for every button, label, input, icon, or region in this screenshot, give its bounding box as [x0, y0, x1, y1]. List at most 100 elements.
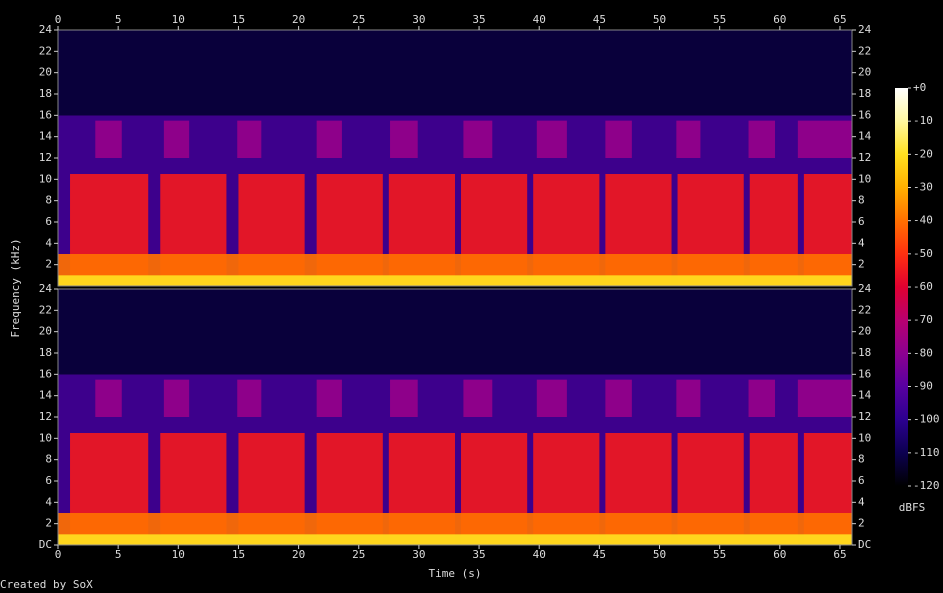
spectrum-band: [676, 379, 701, 417]
colorbar-tick-label: -120: [913, 479, 940, 492]
y-tick-label: 20: [39, 325, 52, 338]
x-tick-label: 50: [653, 13, 666, 26]
x-tick-label: 0: [55, 13, 62, 26]
y-tick-label: 16: [39, 108, 52, 121]
x-axis-label: Time (s): [429, 567, 482, 580]
plot-area: [57, 29, 853, 546]
x-tick-label: 10: [172, 13, 185, 26]
colorbar-label: dBFS: [899, 501, 926, 514]
spectrum-band: [58, 30, 852, 116]
colorbar-tick-label: -40: [913, 214, 933, 227]
colorbar-tick-label: -100: [913, 413, 940, 426]
footer: Created by SoX: [0, 578, 93, 591]
x-tick-label: 40: [533, 13, 546, 26]
x-tick-label: 55: [713, 13, 726, 26]
y-tick-label: 14: [39, 130, 53, 143]
spectrum-band: [463, 120, 493, 158]
x-tick-label: 55: [713, 548, 726, 561]
y-tick-label: 4: [45, 236, 52, 249]
x-tick-label: 5: [115, 13, 122, 26]
y-tick-label: 16: [39, 367, 52, 380]
y-tick-label: 2: [45, 517, 52, 530]
y-tick-label: 14: [39, 389, 53, 402]
y-tick-label: DC: [858, 538, 871, 551]
spectrum-band: [536, 120, 567, 158]
colorbar-tick-label: -20: [913, 147, 933, 160]
spectrum-band: [797, 120, 852, 158]
colorbar-tick-label: -90: [913, 380, 933, 393]
spectrum-band: [237, 120, 262, 158]
spectrum-band: [95, 379, 122, 417]
x-tick-label: 65: [833, 13, 846, 26]
y-tick-label: 2: [858, 258, 865, 271]
y-tick-label: 16: [858, 108, 871, 121]
x-tick-label: 40: [533, 548, 546, 561]
y-tick-label: 24: [858, 282, 872, 295]
y-tick-label: 14: [858, 130, 872, 143]
y-tick-label: 4: [45, 495, 52, 508]
y-tick-label: 22: [858, 303, 871, 316]
colorbar-tick-label: -30: [913, 181, 933, 194]
x-tick-label: 25: [352, 548, 365, 561]
colorbar-tick-label: -10: [913, 114, 933, 127]
colorbar-tick-label: -50: [913, 247, 933, 260]
x-tick-label: 15: [232, 548, 245, 561]
x-tick-label: 5: [115, 548, 122, 561]
x-tick-label: 35: [472, 13, 485, 26]
y-tick-label: 2: [858, 517, 865, 530]
y-tick-label: 14: [858, 389, 872, 402]
spectrum-band: [58, 534, 852, 545]
y-tick-label: 18: [858, 87, 871, 100]
colorbar-tick-label: -110: [913, 446, 940, 459]
y-tick-label: 20: [858, 325, 871, 338]
y-tick-label: 6: [858, 215, 865, 228]
y-tick-label: 8: [858, 453, 865, 466]
y-tick-label: 18: [39, 87, 52, 100]
spectrum-band: [316, 379, 342, 417]
spectrum-band: [605, 120, 632, 158]
y-tick-label: 6: [45, 474, 52, 487]
x-tick-label: 50: [653, 548, 666, 561]
y-tick-label: 6: [45, 215, 52, 228]
spectrum-band: [390, 379, 418, 417]
x-tick-label: 45: [593, 13, 606, 26]
y-tick-label: 12: [39, 151, 52, 164]
y-tick-label: 22: [858, 44, 871, 57]
y-tick-label: 10: [858, 431, 871, 444]
y-axis-label: Frequency (kHz): [9, 238, 22, 337]
spectrum-band: [676, 120, 701, 158]
x-tick-label: 60: [773, 548, 786, 561]
y-tick-label: 12: [858, 151, 871, 164]
y-tick-label: 20: [858, 66, 871, 79]
x-tick-label: 35: [472, 548, 485, 561]
y-tick-label: 6: [858, 474, 865, 487]
spectrum-band: [163, 379, 190, 417]
y-tick-label: 12: [39, 410, 52, 423]
y-tick-label: 24: [39, 23, 53, 36]
y-tick-label: 8: [858, 194, 865, 207]
y-tick-label: 22: [39, 44, 52, 57]
spectrum-band: [237, 379, 262, 417]
spectrum-band: [463, 379, 493, 417]
y-tick-label: 10: [39, 431, 52, 444]
y-tick-label: 10: [39, 172, 52, 185]
x-tick-label: 20: [292, 548, 305, 561]
spectrum-band: [390, 120, 418, 158]
spectrum-band: [748, 379, 776, 417]
colorbar: [895, 88, 908, 486]
x-tick-label: 10: [172, 548, 185, 561]
y-tick-label: 20: [39, 66, 52, 79]
y-tick-label: 8: [45, 194, 52, 207]
x-tick-label: 45: [593, 548, 606, 561]
y-tick-label: 4: [858, 236, 865, 249]
y-tick-label: 24: [858, 23, 872, 36]
spectrum-band: [316, 120, 342, 158]
x-tick-label: 15: [232, 13, 245, 26]
colorbar-tick-label: +0: [913, 81, 926, 94]
x-tick-label: 25: [352, 13, 365, 26]
y-tick-label: 22: [39, 303, 52, 316]
spectrum-band: [797, 379, 852, 417]
y-tick-label: 16: [858, 367, 871, 380]
